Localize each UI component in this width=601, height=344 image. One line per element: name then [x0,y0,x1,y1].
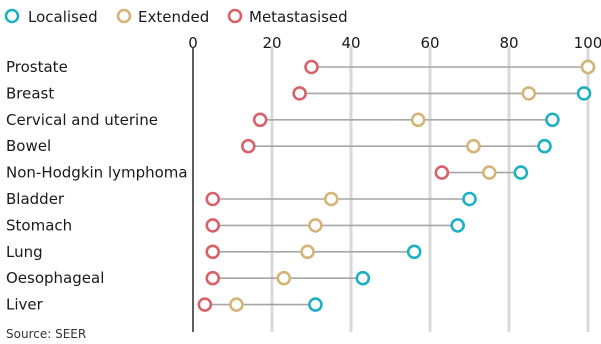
category-label: Stomach [6,216,72,234]
legend-label-extended: Extended [138,8,209,26]
point-extended [323,191,339,207]
row-0: Prostate [6,58,596,76]
x-tick-label-20: 20 [262,34,281,52]
point-metastasised [205,270,221,286]
x-tick-label-40: 40 [341,34,360,52]
x-tick-label-0: 0 [188,34,198,52]
point-metastasised [205,191,221,207]
point-localised [513,165,529,180]
point-extended [229,297,244,312]
row-8: Oesophageal [6,269,371,287]
point-extended [300,244,315,260]
point-metastasised [241,138,256,154]
category-label: Liver [6,296,44,314]
point-localised [576,86,592,101]
legend-marker-extended [116,8,132,24]
legend-label-metastasised: Metastasised [249,8,348,26]
point-metastasised [197,297,213,312]
point-metastasised [205,244,221,260]
row-7: Lung [6,243,422,261]
point-localised [308,297,323,312]
point-metastasised [205,218,221,233]
point-metastasised [292,86,307,101]
legend: Localised Extended Metastasised [4,8,348,26]
chart-rows: Prostate Breast Cervical and uterine Bowel N… [6,58,596,314]
point-extended [481,165,497,180]
x-tick-label-60: 60 [420,34,439,52]
source-note: Source: SEER [6,327,86,341]
category-label: Lung [6,243,43,261]
point-localised [406,244,422,260]
row-9: Liver [6,296,323,314]
point-localised [450,218,465,233]
point-metastasised [252,112,268,128]
x-axis-ticks: 0 20 40 60 80 100 [188,34,601,52]
row-6: Stomach [6,216,465,234]
legend-marker-metastasised [227,8,243,24]
point-extended [308,218,323,233]
point-localised [462,191,477,207]
point-metastasised [304,59,319,75]
point-extended [580,59,596,75]
x-tick-label-100: 100 [574,34,601,52]
gridlines [270,46,590,332]
category-label: Bowel [6,137,51,155]
category-label: Breast [6,84,54,102]
row-5: Bladder [6,190,477,208]
point-extended [410,112,426,128]
point-metastasised [434,165,450,180]
row-1: Breast [6,84,592,102]
row-2: Cervical and uterine [6,111,560,129]
category-label: Bladder [6,190,65,208]
point-extended [466,138,481,154]
category-label: Non-Hodgkin lymphoma [6,164,188,182]
row-4: Non-Hodgkin lymphoma [6,164,529,182]
point-localised [537,138,552,154]
row-3: Bowel [6,137,552,155]
legend-marker-localised [4,8,20,24]
category-label: Prostate [6,58,68,76]
x-tick-label-80: 80 [499,34,518,52]
point-extended [276,270,292,286]
point-localised [355,270,371,286]
category-label: Oesophageal [6,269,104,287]
category-label: Cervical and uterine [6,111,158,129]
point-extended [521,86,537,101]
legend-label-localised: Localised [28,8,98,26]
point-localised [545,112,560,128]
